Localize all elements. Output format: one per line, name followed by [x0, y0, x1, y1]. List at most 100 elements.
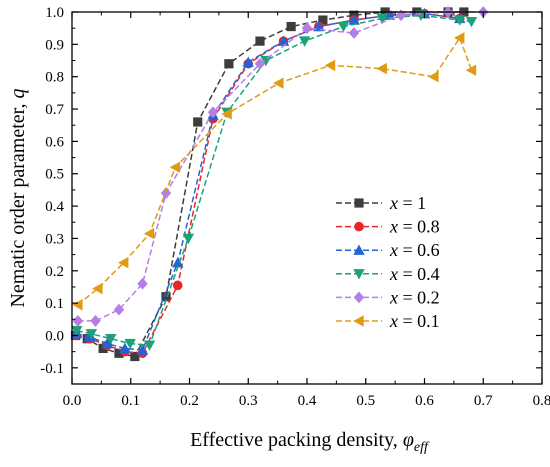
y-tick-label: 0.5	[45, 167, 64, 183]
y-tick-label: 0.6	[45, 134, 64, 150]
legend-label-variable: x	[389, 193, 398, 213]
x-axis-title-text: Effective packing density,	[190, 429, 403, 451]
legend-label-value: = 0.1	[398, 311, 440, 331]
y-tick-label: -0.1	[40, 361, 64, 377]
y-tick-label: 0.2	[45, 264, 64, 280]
legend-label-variable: x	[389, 287, 398, 307]
data-point	[221, 108, 232, 120]
data-point	[105, 334, 117, 345]
legend-label-value: = 0.2	[398, 287, 440, 307]
data-point	[298, 36, 311, 47]
legend-swatch-marker	[353, 315, 364, 327]
data-point	[260, 55, 272, 67]
y-tick-label: 0.8	[45, 70, 64, 86]
data-point	[85, 329, 98, 340]
y-tick-label: 0.0	[45, 328, 64, 344]
series-layer	[70, 6, 489, 362]
legend-item: x = 1	[336, 193, 426, 213]
legend-label-value: = 0.8	[398, 217, 440, 237]
data-point	[324, 59, 336, 72]
legend-label-value: = 0.4	[398, 264, 440, 284]
data-point	[207, 106, 219, 119]
data-point	[277, 35, 290, 46]
data-point	[124, 338, 136, 350]
data-point	[172, 280, 183, 291]
x-tick-label: 0.2	[180, 393, 199, 409]
legend-label-value: = 1	[398, 193, 426, 213]
data-point	[348, 27, 360, 39]
data-point	[92, 282, 103, 295]
axes: 0.0 0.1 0.2 0.3 0.4 0.5 0.6 0.7 0.8 -0.1 0.0 0.1 0.2…	[40, 5, 550, 409]
data-point	[465, 17, 478, 28]
data-point	[254, 57, 266, 70]
data-point	[454, 32, 465, 44]
series-line	[76, 14, 472, 346]
data-point	[143, 340, 156, 351]
y-tick-label: 0.3	[45, 231, 64, 247]
y-axis-title-text: Nematic order parameter,	[7, 98, 29, 307]
legend: x = 1x = 0.8x = 0.6x = 0.4x = 0.2x = 0.1	[336, 193, 440, 331]
data-point	[118, 256, 129, 269]
data-point	[193, 117, 203, 127]
legend-label: x = 1	[389, 193, 426, 213]
data-point	[90, 315, 101, 327]
x-tick-label: 0.4	[298, 393, 317, 409]
data-point	[143, 227, 155, 240]
series-3	[71, 10, 478, 351]
data-point	[101, 337, 113, 349]
data-point	[376, 13, 388, 25]
legend-swatch-marker	[354, 221, 364, 232]
legend-label-variable: x	[389, 217, 398, 237]
x-axis-title: Effective packing density, φeff	[190, 429, 430, 455]
data-point	[83, 331, 96, 342]
x-axis-title-subscript: eff	[414, 440, 430, 455]
legend-label-variable: x	[389, 240, 398, 260]
data-point	[119, 342, 131, 354]
data-point	[337, 21, 350, 33]
legend-item: x = 0.8	[336, 217, 440, 237]
data-point	[72, 315, 84, 327]
data-point	[255, 36, 265, 46]
x-axis-title-symbol: φ	[403, 429, 414, 451]
data-point	[72, 299, 83, 311]
legend-label: x = 0.1	[389, 311, 440, 331]
series-line	[77, 11, 484, 322]
data-point	[301, 22, 313, 35]
y-tick-label: 0.4	[45, 199, 64, 215]
data-point	[182, 233, 195, 245]
data-point	[169, 161, 181, 173]
x-tick-label: 0.1	[121, 393, 140, 409]
data-point	[130, 351, 140, 362]
x-tick-label: 0.8	[533, 393, 550, 409]
series-5	[72, 32, 477, 311]
legend-label-variable: x	[389, 264, 398, 284]
x-tick-label: 0.5	[356, 393, 375, 409]
legend-label: x = 0.6	[389, 240, 440, 260]
data-point	[172, 256, 184, 268]
data-point	[273, 77, 284, 89]
x-tick-label: 0.7	[474, 393, 493, 409]
x-tick-label: 0.0	[63, 393, 82, 409]
legend-label-value: = 0.6	[398, 240, 440, 260]
legend-swatch-marker	[353, 269, 365, 280]
data-point	[98, 343, 108, 354]
y-tick-label: 0.9	[45, 37, 64, 53]
legend-item: x = 0.6	[336, 240, 440, 260]
data-point	[383, 9, 395, 20]
legend-label: x = 0.4	[389, 264, 440, 284]
legend-swatch-marker	[354, 198, 364, 208]
data-point	[242, 56, 254, 67]
data-point	[465, 64, 477, 76]
legend-item: x = 0.1	[336, 311, 440, 331]
x-tick-label: 0.3	[239, 393, 258, 409]
legend-label-variable: x	[389, 311, 398, 331]
y-tick-label: 1.0	[45, 5, 64, 21]
y-tick-label: 0.1	[45, 296, 64, 312]
data-point	[137, 277, 148, 290]
legend-item: x = 0.2	[336, 287, 440, 307]
legend-label: x = 0.2	[389, 287, 440, 307]
data-point	[376, 62, 387, 75]
legend-label: x = 0.8	[389, 217, 440, 237]
